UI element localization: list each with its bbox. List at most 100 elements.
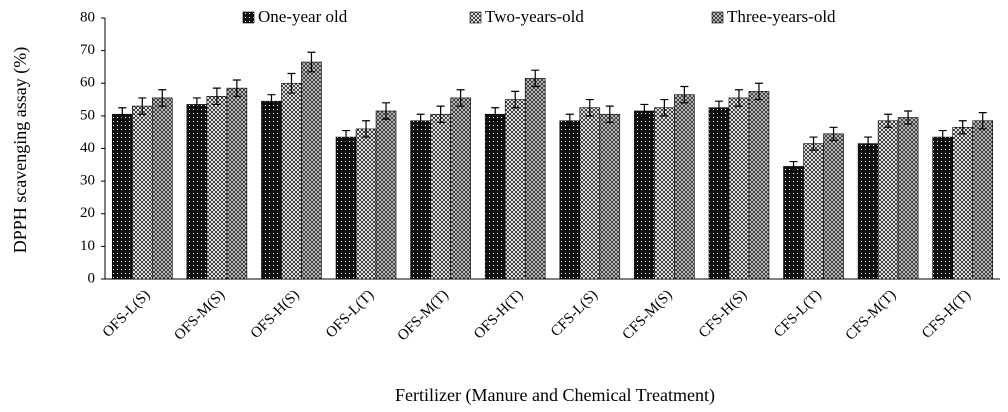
bar bbox=[226, 87, 248, 280]
error-bar bbox=[118, 107, 127, 122]
x-tick-label: CFS-H(S) bbox=[696, 287, 750, 341]
bar bbox=[430, 113, 451, 280]
x-tick-label: CFS-M(T) bbox=[843, 287, 900, 344]
error-bar bbox=[884, 113, 893, 128]
bar bbox=[803, 143, 824, 280]
y-tick-label: 10 bbox=[80, 238, 95, 254]
x-tick-label: OFS-L(T) bbox=[323, 287, 377, 341]
legend-swatch bbox=[242, 11, 255, 24]
bar bbox=[504, 99, 526, 280]
error-bar bbox=[864, 136, 873, 151]
bar bbox=[111, 113, 133, 280]
y-tick-label: 40 bbox=[80, 140, 95, 156]
bar bbox=[708, 107, 730, 280]
bar bbox=[151, 97, 173, 280]
x-tick-label: OFS-H(S) bbox=[248, 287, 303, 342]
error-bar bbox=[958, 120, 967, 135]
bar bbox=[301, 61, 322, 280]
bar bbox=[450, 97, 471, 280]
x-tick-label: CFS-L(T) bbox=[771, 287, 825, 341]
error-bar bbox=[192, 97, 201, 112]
error-bar bbox=[436, 105, 445, 123]
error-bar bbox=[511, 90, 520, 109]
error-bar bbox=[789, 160, 798, 172]
error-bar bbox=[212, 87, 221, 106]
x-tick-label: OFS-H(T) bbox=[471, 287, 527, 343]
error-bar bbox=[829, 126, 838, 141]
error-bar bbox=[382, 102, 391, 120]
x-tick-label: CFS-M(S) bbox=[620, 287, 676, 343]
bar bbox=[748, 91, 770, 280]
error-bar bbox=[660, 98, 669, 117]
error-bar bbox=[362, 120, 371, 138]
y-tick-label: 0 bbox=[88, 270, 96, 286]
error-bar bbox=[531, 69, 540, 88]
error-bar bbox=[938, 129, 947, 145]
legend-label: Three-years-old bbox=[727, 7, 836, 26]
bar bbox=[281, 82, 302, 280]
bar bbox=[599, 113, 621, 280]
legend-label: Two-years-old bbox=[485, 7, 584, 26]
bar bbox=[186, 104, 208, 280]
bar bbox=[131, 105, 153, 280]
bar bbox=[823, 133, 844, 280]
bar bbox=[877, 120, 899, 280]
y-tick-label: 80 bbox=[80, 9, 95, 25]
error-bar bbox=[714, 100, 723, 115]
x-tick-label: OFS-M(T) bbox=[395, 287, 452, 344]
error-bar bbox=[978, 112, 987, 130]
error-bar bbox=[416, 113, 425, 128]
bar bbox=[524, 78, 546, 280]
error-bar bbox=[491, 107, 500, 122]
x-tick-label: OFS-M(S) bbox=[171, 287, 228, 344]
bar bbox=[375, 110, 397, 280]
x-tick-label: CFS-H(T) bbox=[919, 287, 974, 342]
bar bbox=[857, 143, 879, 280]
error-bar bbox=[232, 79, 241, 97]
bar bbox=[484, 113, 506, 280]
y-tick-label: 50 bbox=[80, 107, 95, 123]
bar bbox=[972, 120, 994, 280]
y-tick-label: 20 bbox=[80, 205, 95, 221]
error-bar bbox=[585, 98, 594, 117]
error-bar bbox=[342, 129, 351, 145]
bar bbox=[897, 117, 919, 280]
legend-swatch bbox=[711, 11, 724, 24]
y-tick-label: 60 bbox=[80, 75, 95, 91]
error-bar bbox=[565, 113, 574, 128]
bar bbox=[355, 128, 377, 280]
bar bbox=[559, 120, 581, 280]
bar bbox=[206, 96, 228, 280]
error-bar bbox=[754, 82, 763, 101]
bar bbox=[579, 107, 601, 280]
error-bar bbox=[307, 51, 316, 73]
x-tick-label: OFS-L(S) bbox=[100, 287, 154, 341]
bar bbox=[728, 97, 750, 280]
x-axis-title: Fertilizer (Manure and Chemical Treatmen… bbox=[395, 385, 715, 406]
error-bar bbox=[734, 89, 743, 107]
error-bar bbox=[605, 105, 614, 123]
bar bbox=[261, 100, 282, 280]
y-tick-label: 30 bbox=[80, 173, 95, 189]
error-bar bbox=[680, 85, 689, 104]
legend-swatch bbox=[469, 11, 482, 24]
bar bbox=[674, 94, 695, 280]
error-bar bbox=[138, 97, 147, 115]
x-tick-label: CFS-L(S) bbox=[548, 287, 601, 340]
legend-label: One-year old bbox=[258, 7, 348, 26]
y-tick-label: 70 bbox=[80, 42, 95, 58]
y-axis-title: DPPH scavenging assay (%) bbox=[10, 47, 31, 253]
bar bbox=[335, 136, 357, 280]
error-bar bbox=[158, 89, 167, 107]
bar bbox=[654, 107, 675, 280]
bar bbox=[634, 110, 655, 280]
bar bbox=[952, 126, 974, 280]
bar bbox=[932, 136, 954, 280]
error-bar bbox=[287, 72, 296, 94]
error-bar bbox=[640, 103, 649, 119]
error-bar bbox=[809, 136, 818, 151]
error-bar bbox=[267, 94, 276, 109]
error-bar bbox=[456, 89, 465, 107]
bar bbox=[410, 120, 431, 280]
